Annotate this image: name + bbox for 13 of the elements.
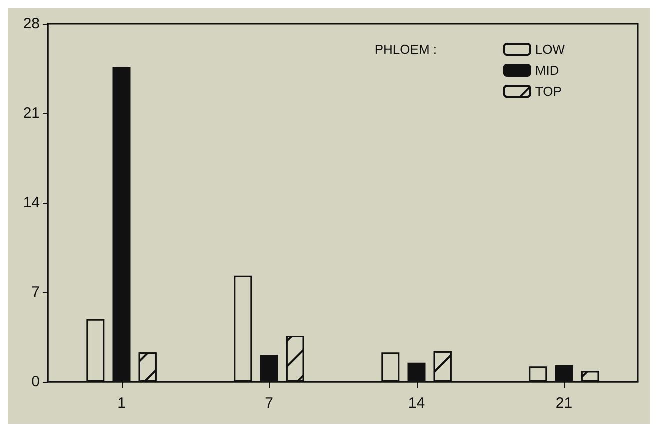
legend-label: MID: [535, 63, 560, 78]
x-tick-label: 14: [408, 395, 426, 412]
legend-title: PHLOEM :: [374, 42, 437, 57]
x-tick-label: 7: [265, 395, 274, 412]
y-tick-label: 7: [32, 284, 40, 301]
x-tick-label: 21: [556, 395, 573, 412]
y-tick-label: 14: [23, 194, 40, 212]
y-tick-label: 21: [23, 105, 40, 122]
legend-label: LOW: [535, 42, 566, 57]
x-tick-label: 1: [118, 395, 126, 412]
y-tick-label: 28: [23, 16, 40, 32]
y-tick-label: 0: [32, 374, 40, 390]
legend-label: TOP: [535, 84, 562, 99]
